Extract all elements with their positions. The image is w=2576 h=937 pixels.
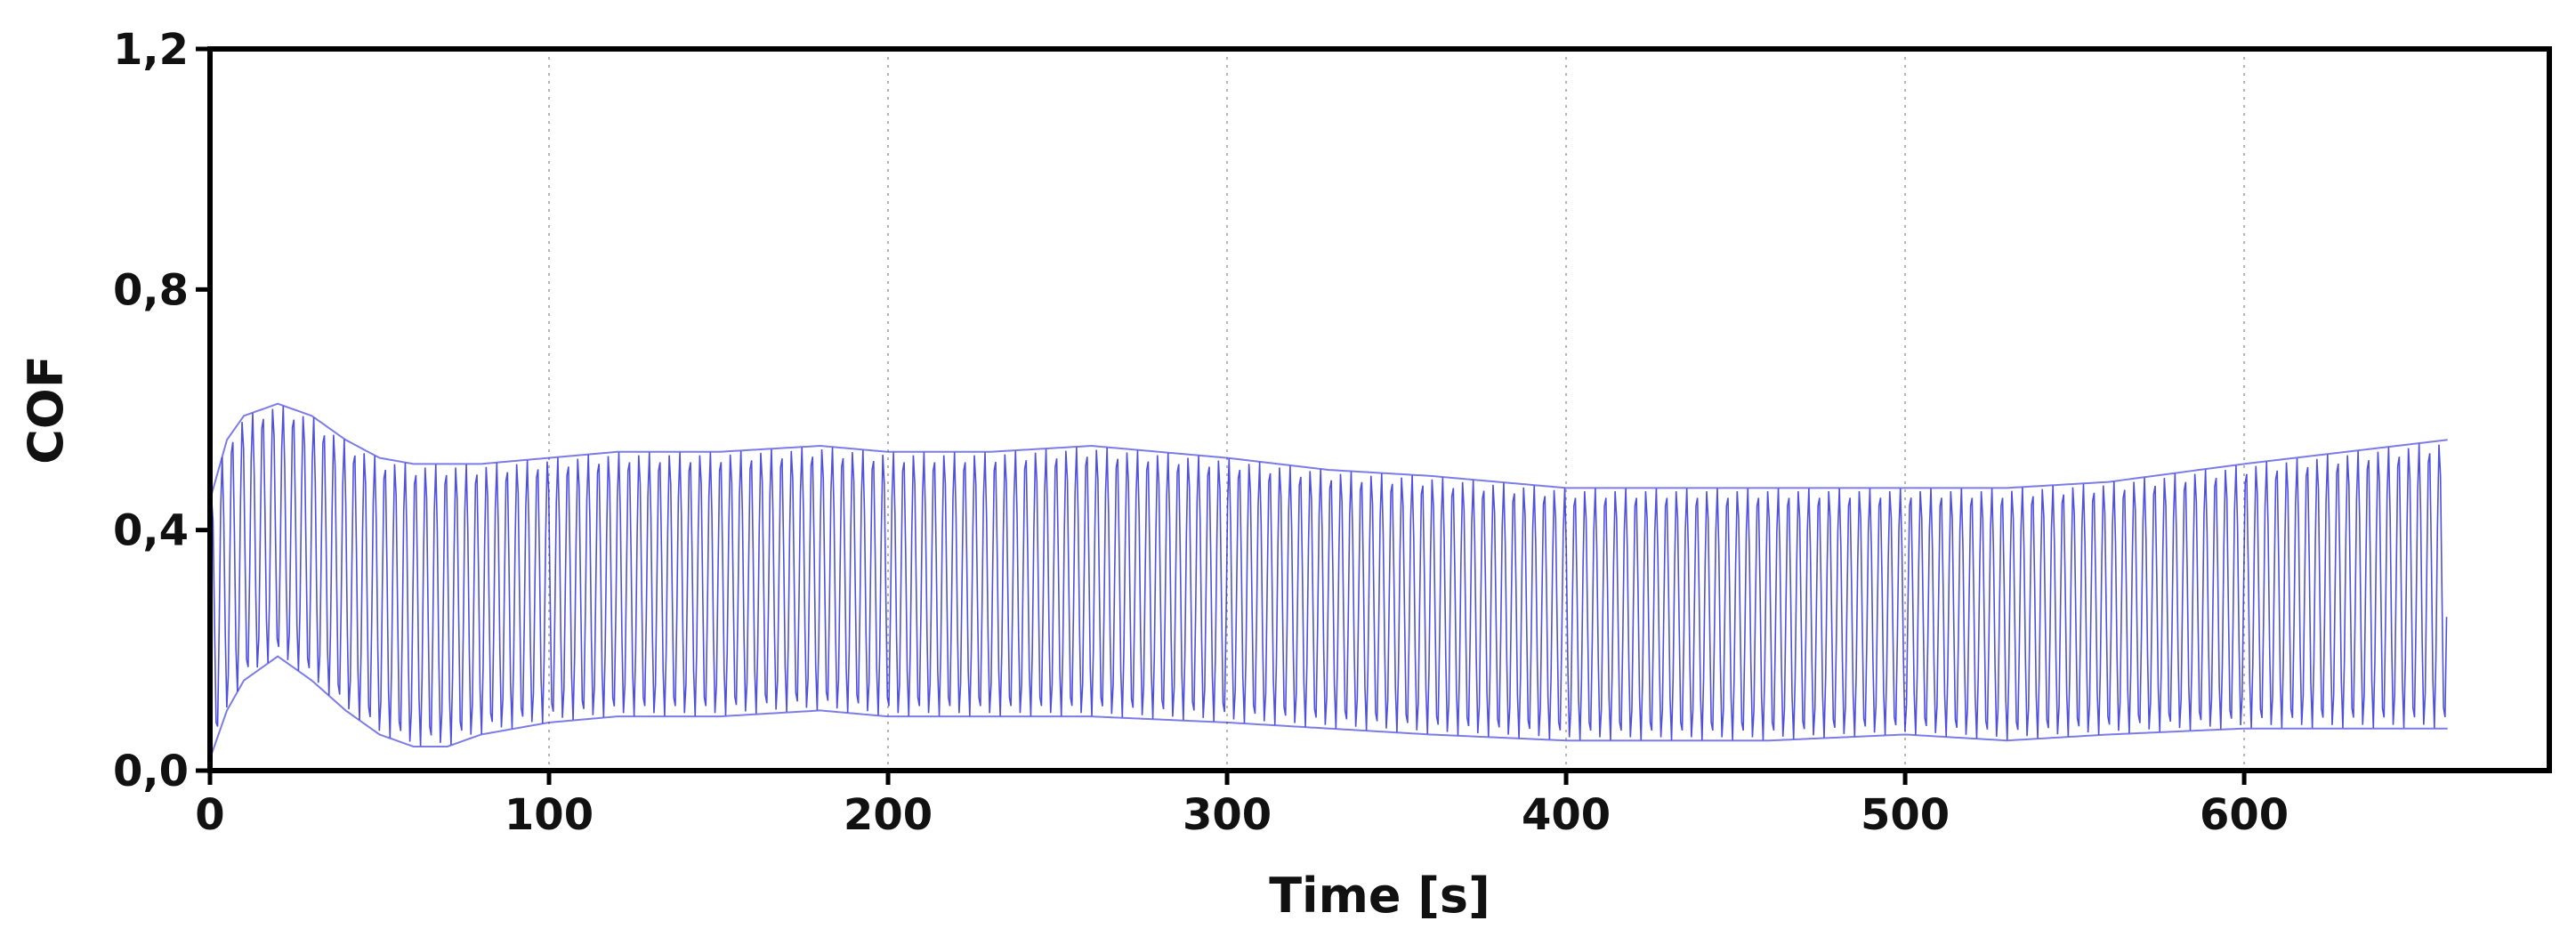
x-gridlines (548, 49, 2246, 771)
x-tick-label: 600 (2200, 790, 2289, 840)
y-tick-label: 0,4 (113, 506, 189, 556)
x-axis-title: Time [s] (1269, 868, 1490, 924)
x-tick-label: 200 (844, 790, 933, 840)
x-tick-label: 0 (195, 790, 224, 840)
x-tick-label: 400 (1522, 790, 1611, 840)
y-tick-label: 0,8 (113, 265, 189, 315)
series-upper-envelope (209, 402, 2448, 501)
x-tick-labels: 0 100 200 300 400 500 600 (195, 790, 2289, 840)
cof-signal (209, 402, 2448, 759)
x-tick-label: 300 (1183, 790, 1272, 840)
y-tick-label: 1,2 (113, 25, 189, 75)
y-axis-title: COF (18, 355, 74, 464)
axis-ticks (196, 46, 2247, 785)
x-tick-label: 500 (1861, 790, 1950, 840)
series-lower-envelope (209, 655, 2448, 759)
plot-frame (207, 46, 2552, 773)
series-line (209, 406, 2448, 747)
x-tick-label: 100 (505, 790, 594, 840)
y-tick-labels: 0,0 0,4 0,8 1,2 (113, 25, 189, 796)
y-tick-label: 0,0 (113, 747, 189, 796)
